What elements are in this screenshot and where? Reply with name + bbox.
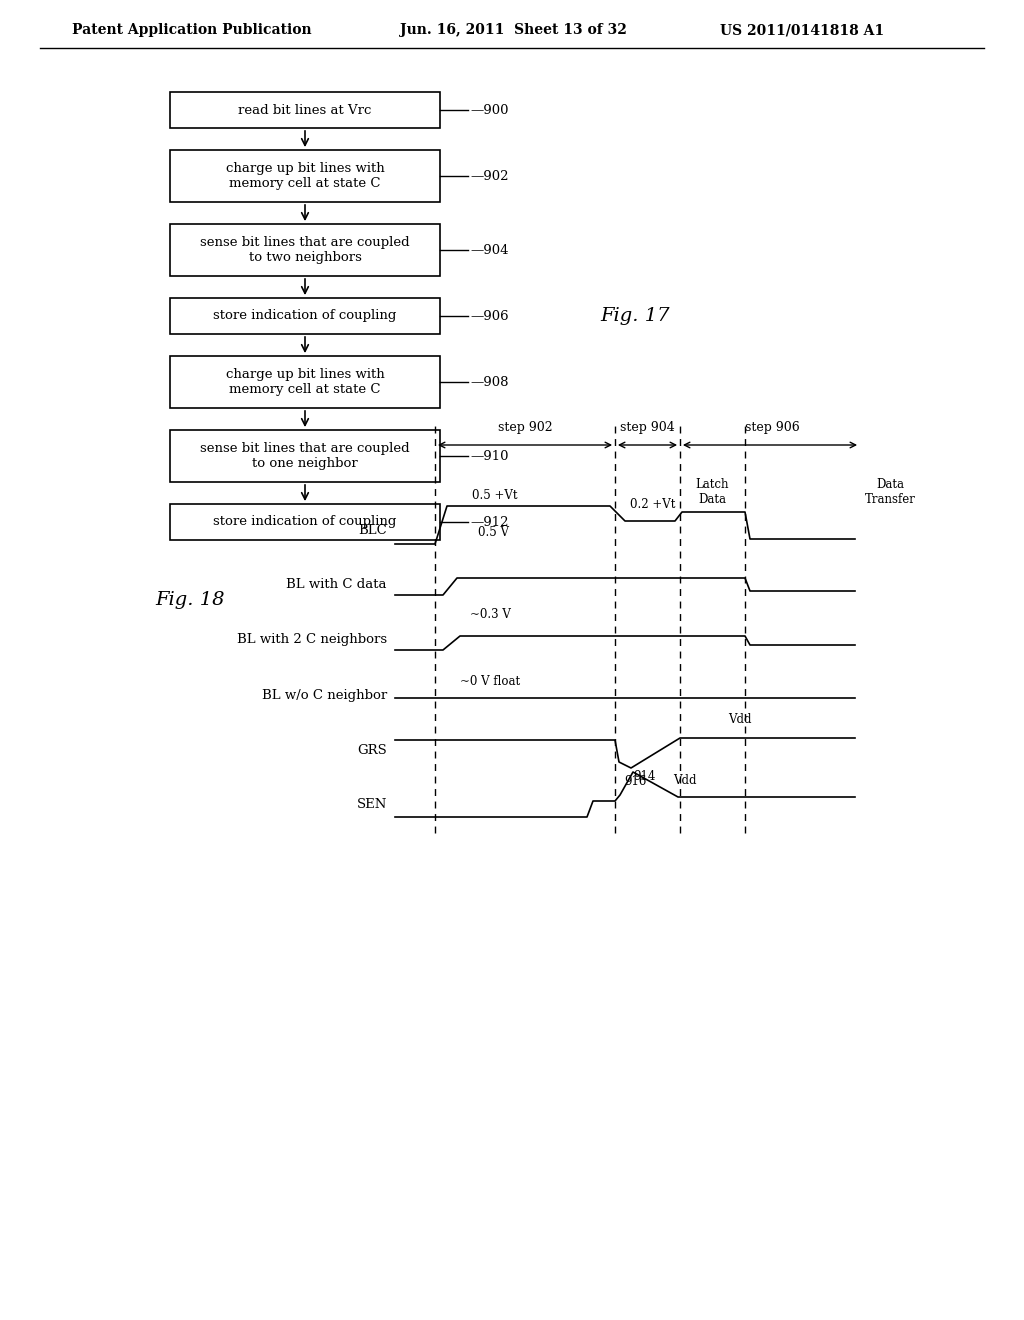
Text: 0.5 V: 0.5 V (477, 525, 509, 539)
Text: Fig. 17: Fig. 17 (600, 308, 670, 325)
Text: BL with 2 C neighbors: BL with 2 C neighbors (237, 634, 387, 647)
Text: charge up bit lines with
memory cell at state C: charge up bit lines with memory cell at … (225, 162, 384, 190)
Text: store indication of coupling: store indication of coupling (213, 516, 396, 528)
Text: BL w/o C neighbor: BL w/o C neighbor (262, 689, 387, 701)
Text: —906: —906 (470, 309, 509, 322)
Text: ~0.3 V: ~0.3 V (470, 607, 510, 620)
Text: Data
Transfer: Data Transfer (865, 478, 915, 506)
Text: GRS: GRS (357, 743, 387, 756)
Text: Jun. 16, 2011  Sheet 13 of 32: Jun. 16, 2011 Sheet 13 of 32 (400, 22, 627, 37)
Bar (170, 430, 440, 482)
Text: 914: 914 (633, 770, 655, 783)
Text: —912: —912 (470, 516, 509, 528)
Bar (170, 504, 440, 540)
Text: Vdd: Vdd (673, 774, 696, 787)
Bar (170, 150, 440, 202)
Text: 916: 916 (624, 775, 646, 788)
Text: SEN: SEN (356, 799, 387, 812)
Text: sense bit lines that are coupled
to two neighbors: sense bit lines that are coupled to two … (200, 236, 410, 264)
Text: —910: —910 (470, 450, 509, 462)
Text: —902: —902 (470, 169, 509, 182)
Text: charge up bit lines with
memory cell at state C: charge up bit lines with memory cell at … (225, 368, 384, 396)
Text: Latch
Data: Latch Data (695, 478, 729, 506)
Text: step 906: step 906 (745, 421, 800, 434)
Text: US 2011/0141818 A1: US 2011/0141818 A1 (720, 22, 884, 37)
Bar (170, 356, 440, 408)
Bar (170, 92, 440, 128)
Text: ~0 V float: ~0 V float (460, 675, 520, 688)
Text: BL with C data: BL with C data (287, 578, 387, 591)
Bar (170, 224, 440, 276)
Text: Fig. 18: Fig. 18 (155, 591, 224, 609)
Text: step 902: step 902 (498, 421, 552, 434)
Text: step 904: step 904 (621, 421, 675, 434)
Text: sense bit lines that are coupled
to one neighbor: sense bit lines that are coupled to one … (200, 442, 410, 470)
Text: read bit lines at Vrc: read bit lines at Vrc (239, 103, 372, 116)
Bar (170, 298, 440, 334)
Text: —900: —900 (470, 103, 509, 116)
Text: Vdd: Vdd (728, 713, 752, 726)
Text: —908: —908 (470, 375, 509, 388)
Text: —904: —904 (470, 243, 509, 256)
Text: store indication of coupling: store indication of coupling (213, 309, 396, 322)
Text: 0.2 +Vt: 0.2 +Vt (630, 498, 676, 511)
Text: BLC: BLC (358, 524, 387, 536)
Text: 0.5 +Vt: 0.5 +Vt (472, 488, 518, 502)
Text: Patent Application Publication: Patent Application Publication (72, 22, 311, 37)
